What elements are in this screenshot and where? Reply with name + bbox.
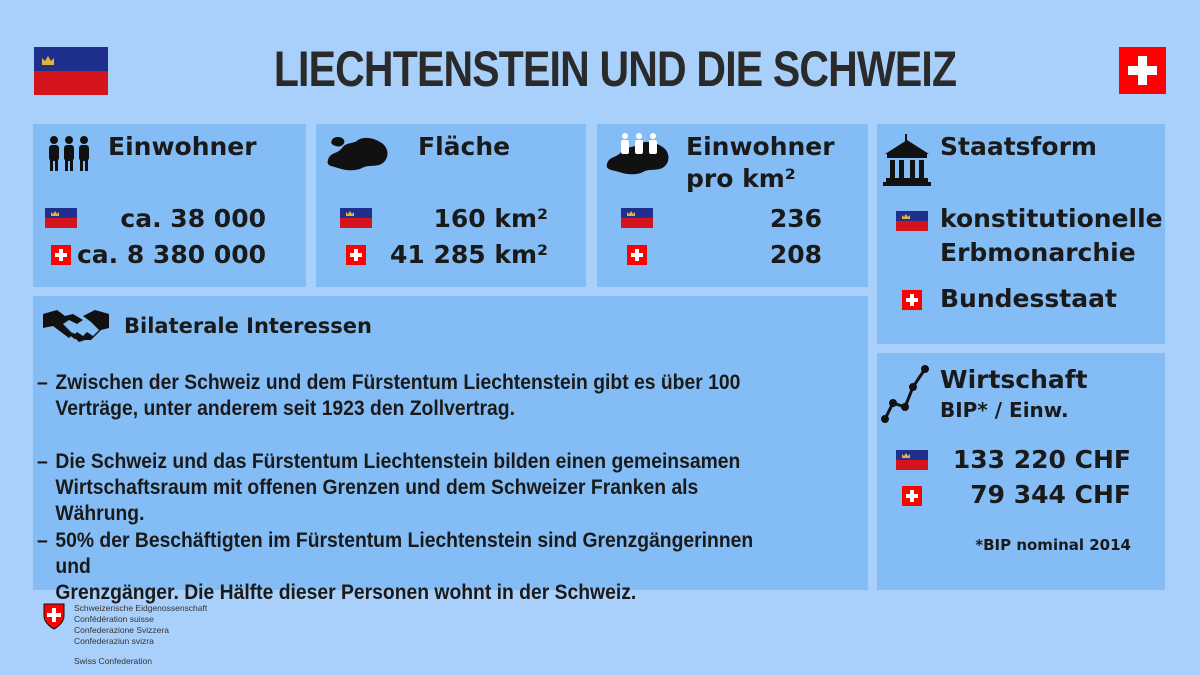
swiss-flag-icon (902, 290, 922, 310)
people-icon (49, 136, 89, 171)
bilateral-item-line1: Zwischen der Schweiz und dem Fürstentum … (55, 371, 741, 394)
bilateral-item-line2: Verträge, unter anderem seit 1923 den Zo… (55, 397, 515, 420)
bilateral-item-line1: Die Schweiz und das Fürstentum Liechtens… (55, 450, 741, 473)
liechtenstein-flag-icon (45, 208, 77, 228)
wirtschaft-subheading: BIP* / Einw. (940, 398, 1069, 422)
staatsform-ch-value: Bundesstaat (940, 284, 1117, 313)
government-building-icon (883, 134, 931, 186)
bilateral-item: – Die Schweiz und das Fürstentum Liechte… (37, 449, 791, 527)
map-area-icon (327, 137, 388, 171)
liechtenstein-flag-icon (621, 208, 653, 228)
wirtschaft-panel: Wirtschaft BIP* / Einw. 133 220 CHF 79 3… (877, 353, 1165, 590)
einwohner-heading: Einwohner (108, 132, 257, 161)
staatsform-panel: Staatsform konstitutionelle Erbmonarchie… (877, 124, 1165, 344)
swiss-flag-icon (51, 245, 71, 265)
einwohner-li-value: ca. 38 000 (120, 204, 266, 233)
confederation-line-it: Confederazione Svizzera (74, 625, 169, 635)
bilateral-item-line2: Grenzgänger. Die Hälfte dieser Personen … (55, 581, 637, 604)
staatsform-li-line1: konstitutionelle (940, 204, 1163, 233)
bilateral-heading: Bilaterale Interessen (124, 314, 372, 338)
flaeche-panel: Fläche 160 km² 41 285 km² (316, 124, 586, 287)
staatsform-heading: Staatsform (940, 132, 1097, 161)
bilateral-item: – 50% der Beschäftigten im Fürstentum Li… (37, 528, 791, 606)
wirtschaft-li-value: 133 220 CHF (952, 445, 1131, 474)
wirtschaft-heading: Wirtschaft (940, 365, 1088, 394)
liechtenstein-flag-icon (896, 450, 928, 470)
bilateral-item-line2: Wirtschaftsraum mit offenen Grenzen und … (55, 476, 699, 525)
wirtschaft-ch-value: 79 344 CHF (970, 480, 1131, 509)
einwohner-panel: Einwohner ca. 38 000 ca. 8 380 000 (33, 124, 306, 287)
swiss-flag-icon (627, 245, 647, 265)
confederation-line-de: Schweizerische Eidgenossenschaft (74, 603, 208, 613)
bilateral-panel: Bilaterale Interessen – Zwischen der Sch… (33, 296, 868, 604)
dichte-li-value: 236 (769, 204, 822, 233)
swiss-flag-large (1119, 47, 1166, 94)
page-title: LIECHTENSTEIN UND DIE SCHWEIZ (273, 41, 957, 97)
liechtenstein-flag-large (34, 47, 108, 95)
population-density-icon (606, 133, 669, 175)
flaeche-ch-value: 41 285 km² (389, 240, 548, 269)
swiss-flag-icon (346, 245, 366, 265)
bullet-dash: – (37, 450, 48, 473)
einwohner-ch-value: ca. 8 380 000 (76, 240, 266, 269)
flaeche-heading: Fläche (418, 132, 511, 161)
dichte-heading-line1: Einwohner (686, 132, 835, 161)
growth-chart-icon (881, 365, 929, 423)
confederation-text-block: Schweizerische Eidgenossenschaft Confédé… (74, 603, 207, 667)
bullet-dash: – (37, 529, 48, 552)
liechtenstein-flag-icon (340, 208, 372, 228)
dichte-panel: Einwohner pro km² 236 208 (597, 124, 868, 287)
liechtenstein-flag-icon (896, 211, 928, 231)
dichte-ch-value: 208 (769, 240, 822, 269)
confederation-line-rm: Confederaziun svizra (74, 636, 154, 646)
confederation-line-en: Swiss Confederation (74, 656, 152, 666)
dichte-heading-line2: pro km² (686, 164, 796, 193)
staatsform-li-line2: Erbmonarchie (940, 238, 1136, 267)
bullet-dash: – (37, 371, 48, 394)
wirtschaft-footnote: *BIP nominal 2014 (975, 536, 1131, 554)
swiss-flag-icon (902, 486, 922, 506)
bilateral-item: – Zwischen der Schweiz und dem Fürstentu… (37, 370, 791, 422)
confederation-line-fr: Confédération suisse (74, 614, 154, 624)
flaeche-li-value: 160 km² (433, 204, 548, 233)
swiss-coat-of-arms-icon (43, 603, 65, 630)
handshake-icon (43, 310, 109, 342)
bilateral-item-line1: 50% der Beschäftigten im Fürstentum Liec… (55, 529, 754, 578)
